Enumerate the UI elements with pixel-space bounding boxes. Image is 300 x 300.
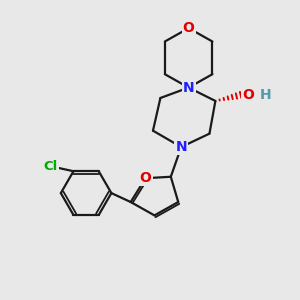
Text: H: H: [260, 88, 272, 102]
Text: N: N: [183, 81, 194, 94]
Text: Cl: Cl: [44, 160, 58, 173]
Text: O: O: [242, 88, 254, 102]
Text: O: O: [183, 21, 195, 35]
Text: N: N: [183, 81, 194, 94]
Text: O: O: [140, 171, 152, 185]
Text: N: N: [176, 140, 187, 154]
